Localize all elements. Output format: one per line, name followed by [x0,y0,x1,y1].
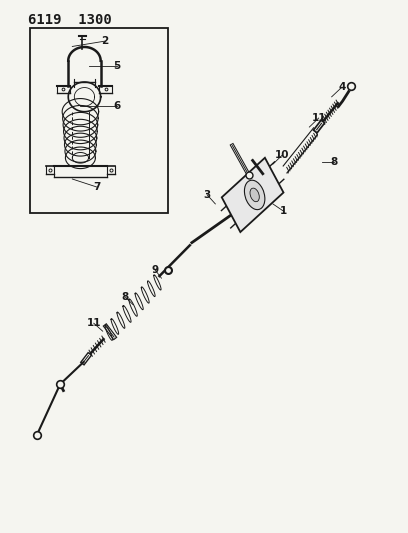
Polygon shape [222,158,284,232]
Ellipse shape [250,188,259,201]
Text: 4: 4 [338,82,346,92]
Bar [30,28,168,214]
Text: 3: 3 [204,190,211,200]
Text: 11: 11 [86,318,101,328]
Text: 11: 11 [311,113,326,123]
Text: 1: 1 [279,206,287,216]
Text: 2: 2 [101,36,109,46]
Text: 5: 5 [113,61,120,71]
Ellipse shape [244,180,265,209]
Text: 9: 9 [152,265,159,275]
Text: 10: 10 [275,150,289,160]
Text: 6119  1300: 6119 1300 [28,13,111,27]
Text: 8: 8 [121,292,129,302]
Text: 6: 6 [113,101,120,111]
Text: 8: 8 [330,157,337,166]
Text: 7: 7 [93,182,100,192]
